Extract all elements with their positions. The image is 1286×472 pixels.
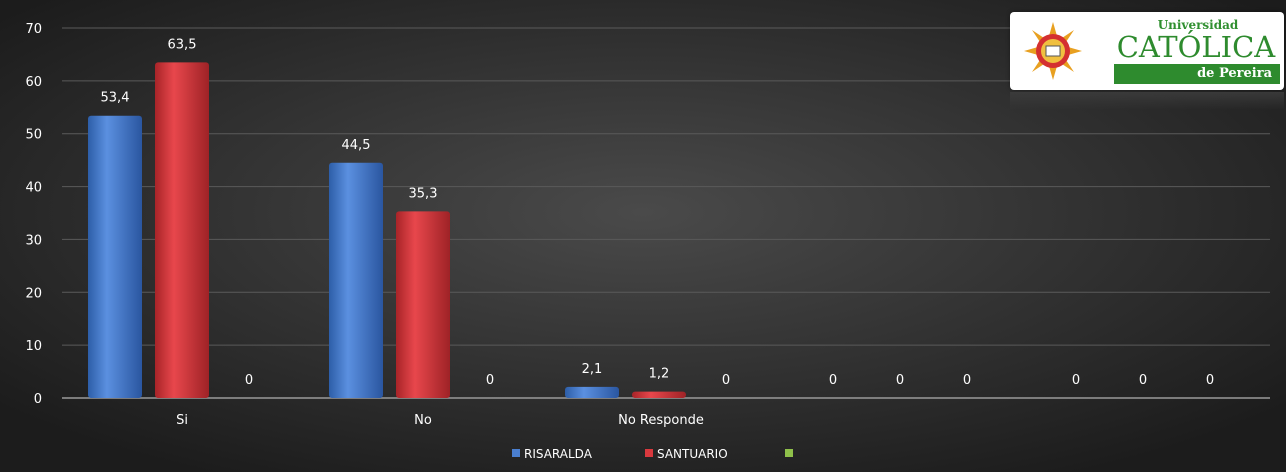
- data-label: 1,2: [649, 367, 670, 382]
- data-label: 0: [1072, 373, 1080, 388]
- x-category-label: No: [414, 413, 432, 428]
- bar-series-1: [88, 115, 142, 398]
- y-tick-label: 70: [25, 22, 42, 37]
- y-tick-label: 40: [25, 181, 42, 196]
- legend-swatch: [785, 449, 793, 457]
- y-tick-label: 60: [25, 75, 42, 90]
- data-labels: 53,4 44,5 2,1 0 0 63,5 35,3 1,2 0 0 0 0 0 0 0: [101, 37, 1215, 388]
- data-label: 0: [1206, 373, 1214, 388]
- y-tick-label: 20: [25, 286, 42, 301]
- logo-line-3: de Pereira: [1114, 64, 1280, 84]
- university-logo: Universidad CATÓLICA de Pereira: [1010, 12, 1284, 90]
- legend-label: SANTUARIO: [657, 447, 728, 461]
- data-label: 0: [896, 373, 904, 388]
- data-label: 44,5: [342, 138, 371, 153]
- y-axis-ticks: 0 10 20 30 40 50 60 70: [25, 22, 42, 407]
- data-label: 63,5: [168, 37, 197, 52]
- legend-swatch: [512, 449, 520, 457]
- bar-series-1: [565, 386, 619, 398]
- y-tick-label: 0: [34, 392, 42, 407]
- data-label: 0: [245, 373, 253, 388]
- logo-line-1: Universidad: [1157, 18, 1239, 32]
- x-category-label: No Responde: [618, 413, 704, 428]
- x-category-label: Si: [176, 413, 188, 428]
- logo-reflection: [1010, 92, 1284, 110]
- bar-series-2: [396, 211, 450, 398]
- x-axis-categories: Si No No Responde: [176, 413, 704, 428]
- data-label: 53,4: [101, 91, 130, 106]
- y-tick-label: 10: [25, 339, 42, 354]
- legend-swatch: [645, 449, 653, 457]
- bar-series-1: [329, 162, 383, 398]
- data-label: 2,1: [582, 362, 603, 377]
- data-label: 0: [829, 373, 837, 388]
- data-label: 0: [963, 373, 971, 388]
- data-label: 0: [486, 373, 494, 388]
- y-tick-label: 50: [25, 128, 42, 143]
- data-label: 35,3: [409, 186, 438, 201]
- bar-series-2: [632, 391, 686, 398]
- sun-seal-icon: [1024, 22, 1082, 80]
- bars: [88, 62, 686, 398]
- bar-series-2: [155, 62, 209, 398]
- legend-label: RISARALDA: [524, 447, 593, 461]
- data-label: 0: [1139, 373, 1147, 388]
- data-label: 0: [722, 373, 730, 388]
- logo-line-2: CATÓLICA: [1116, 30, 1276, 64]
- y-tick-label: 30: [25, 233, 42, 248]
- legend: RISARALDA SANTUARIO: [512, 447, 793, 461]
